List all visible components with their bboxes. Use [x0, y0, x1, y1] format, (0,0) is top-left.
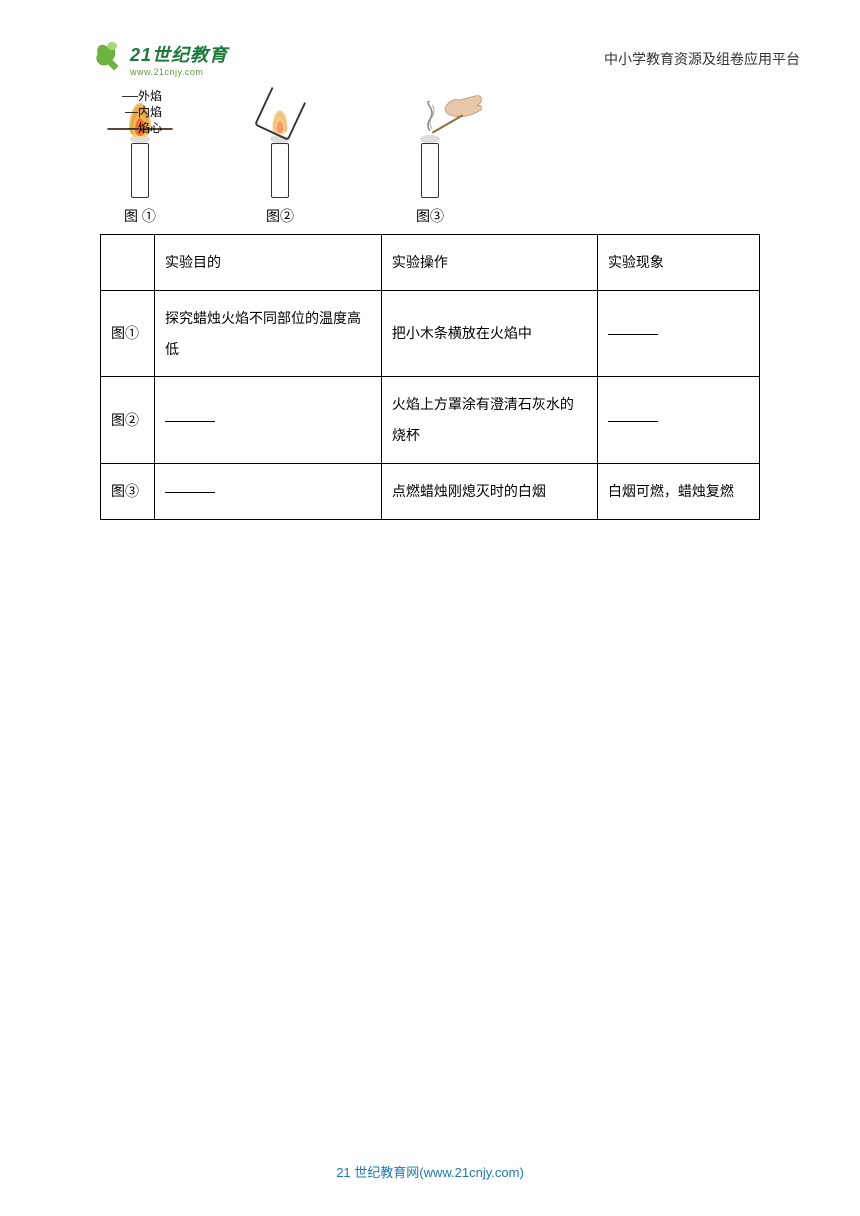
table-row: 图② 火焰上方罩涂有澄清石灰水的烧杯 [101, 377, 760, 464]
header-subtitle: 中小学教育资源及组卷应用平台 [604, 49, 800, 69]
logo-text: 21世纪教育 www.21cnjy.com [130, 41, 228, 77]
table-header-row: 实验目的 实验操作 实验现象 [101, 235, 760, 291]
runner-icon [90, 40, 126, 78]
header-col2: 实验目的 [155, 235, 382, 291]
blank-field [608, 421, 658, 422]
flame-label-outer: 外焰 [138, 88, 162, 104]
row1-label: 图① [101, 290, 155, 377]
blank-field [165, 492, 215, 493]
logo-main-text: 21世纪教育 [130, 41, 228, 67]
logo-sub-text: www.21cnjy.com [130, 67, 228, 77]
page-footer: 21 世纪教育网(www.21cnjy.com) [0, 1162, 860, 1181]
blank-field [165, 421, 215, 422]
blank-field [608, 334, 658, 335]
row3-label: 图③ [101, 463, 155, 519]
header-col1 [101, 235, 155, 291]
flame-label-inner: 内焰 [138, 104, 162, 120]
page-header: 21世纪教育 www.21cnjy.com 中小学教育资源及组卷应用平台 [0, 0, 860, 88]
row1-purpose: 探究蜡烛火焰不同部位的温度高低 [155, 290, 382, 377]
figure-1: 外焰 内焰 焰心 图 ① [100, 88, 180, 226]
figure-row: 外焰 内焰 焰心 图 ① 图② [100, 88, 760, 226]
row2-operation: 火焰上方罩涂有澄清石灰水的烧杯 [381, 377, 597, 464]
figure-3-image [380, 88, 480, 198]
table-row: 图① 探究蜡烛火焰不同部位的温度高低 把小木条横放在火焰中 [101, 290, 760, 377]
row2-purpose [155, 377, 382, 464]
row1-operation: 把小木条横放在火焰中 [381, 290, 597, 377]
table-row: 图③ 点燃蜡烛刚熄灭时的白烟 白烟可燃，蜡烛复燃 [101, 463, 760, 519]
row2-phenomenon [597, 377, 759, 464]
figure-2-image [240, 88, 320, 198]
figure-2-label: 图② [266, 206, 294, 226]
row3-operation: 点燃蜡烛刚熄灭时的白烟 [381, 463, 597, 519]
row1-phenomenon [597, 290, 759, 377]
figure-3-label: 图③ [416, 206, 444, 226]
experiment-table: 实验目的 实验操作 实验现象 图① 探究蜡烛火焰不同部位的温度高低 把小木条横放… [100, 234, 760, 520]
header-col4: 实验现象 [597, 235, 759, 291]
row2-label: 图② [101, 377, 155, 464]
logo: 21世纪教育 www.21cnjy.com [90, 40, 228, 78]
figure-1-image: 外焰 内焰 焰心 [100, 88, 180, 198]
figure-3: 图③ [380, 88, 480, 226]
figure-2: 图② [240, 88, 320, 226]
flame-labels: 外焰 内焰 焰心 [138, 88, 162, 136]
row3-phenomenon: 白烟可燃，蜡烛复燃 [597, 463, 759, 519]
flame-label-core: 焰心 [138, 120, 162, 136]
row3-purpose [155, 463, 382, 519]
figure-1-label: 图 ① [124, 206, 156, 226]
header-col3: 实验操作 [381, 235, 597, 291]
main-content: 外焰 内焰 焰心 图 ① 图② [0, 88, 860, 520]
